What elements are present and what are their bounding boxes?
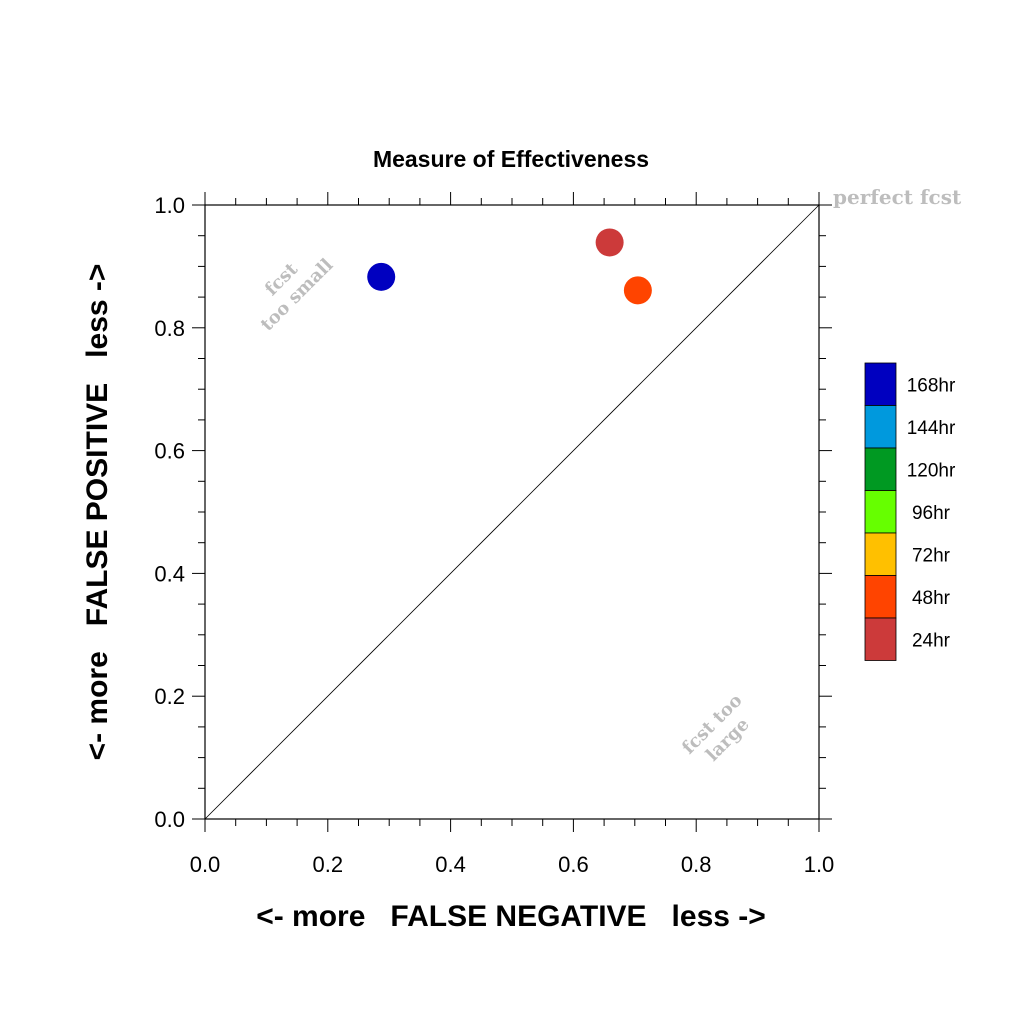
too-small-line2: too small <box>257 255 338 336</box>
legend-swatch-72hr <box>864 532 897 576</box>
data-points <box>367 228 652 305</box>
legend-label-48hr: 48hr <box>912 588 951 609</box>
legend-swatch-168hr <box>864 362 897 406</box>
x-tick-label: 0.6 <box>558 852 589 877</box>
point-168hr <box>367 262 396 291</box>
x-tick-label: 0.8 <box>681 852 712 877</box>
point-48hr <box>623 276 652 305</box>
legend-label-96hr: 96hr <box>912 503 951 524</box>
legend-swatch-144hr <box>864 405 897 449</box>
legend-label-144hr: 144hr <box>907 418 956 439</box>
reference-diagonal <box>204 204 820 820</box>
y-tick-label: 0.0 <box>154 807 185 832</box>
point-24hr <box>595 228 624 257</box>
legend-swatch-24hr <box>864 617 897 661</box>
legend-label-72hr: 72hr <box>912 545 951 566</box>
y-tick-labels: 0.0 0.2 0.4 0.6 0.8 1.0 <box>154 193 185 832</box>
legend-swatch-120hr <box>864 447 897 491</box>
y-tick-label: 0.8 <box>154 316 185 341</box>
perfect-fcst-annotation: perfect fcst <box>833 185 962 209</box>
y-tick-label: 1.0 <box>154 193 185 218</box>
legend-swatch-48hr <box>864 575 897 619</box>
x-tick-label: 1.0 <box>804 852 835 877</box>
axis-ticks <box>192 192 832 832</box>
x-tick-label: 0.2 <box>313 852 344 877</box>
x-tick-labels: 0.0 0.2 0.4 0.6 0.8 1.0 <box>190 852 835 877</box>
x-tick-label: 0.4 <box>435 852 466 877</box>
y-tick-label: 0.6 <box>154 439 185 464</box>
y-axis-label: <- more FALSE POSITIVE less -> <box>81 264 114 761</box>
legend: 168hr 144hr 120hr 96hr 72hr 48hr 24hr <box>864 362 956 661</box>
too-small-annotation: fcst too small <box>257 255 338 336</box>
y-tick-label: 0.2 <box>154 684 185 709</box>
plot-frame <box>204 204 820 820</box>
too-large-annotation: fcst too large <box>678 690 754 766</box>
legend-label-24hr: 24hr <box>912 630 951 651</box>
chart-title: Measure of Effectiveness <box>373 146 649 172</box>
legend-swatch-96hr <box>864 490 897 534</box>
legend-label-168hr: 168hr <box>907 375 956 396</box>
x-tick-label: 0.0 <box>190 852 221 877</box>
x-axis-label: <- more FALSE NEGATIVE less -> <box>256 900 766 933</box>
y-tick-label: 0.4 <box>154 561 185 586</box>
legend-label-120hr: 120hr <box>907 460 956 481</box>
